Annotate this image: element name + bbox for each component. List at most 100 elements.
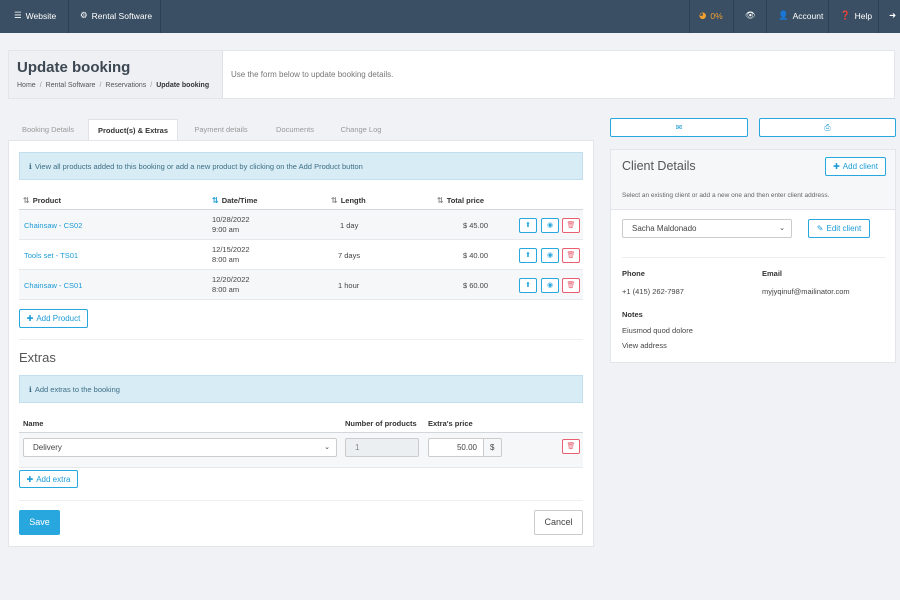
page-title: Update booking bbox=[17, 59, 131, 76]
breadcrumb-separator: / bbox=[150, 82, 153, 89]
add-product-button[interactable]: ✚ Add Product bbox=[19, 309, 88, 328]
plus-icon: ✚ bbox=[26, 314, 34, 323]
client-select[interactable]: Sacha Maldonado ⌄ bbox=[622, 219, 792, 238]
row-date: 10/28/2022 bbox=[212, 215, 250, 224]
client-select-value: Sacha Maldonado bbox=[632, 224, 697, 233]
table-row: Chainsaw - CS01 12/20/2022 8:00 am 1 hou… bbox=[19, 270, 583, 300]
nav-rental-software[interactable]: ⚙ Rental Software bbox=[80, 0, 152, 33]
page-description: Use the form below to update booking det… bbox=[231, 70, 394, 79]
product-link[interactable]: Chainsaw - CS01 bbox=[24, 281, 83, 290]
eye-icon: ◉ bbox=[546, 221, 554, 229]
info-icon: ℹ bbox=[29, 161, 32, 171]
column-product[interactable]: ⇅ Product bbox=[23, 196, 61, 205]
arrow-up-icon: ⬆ bbox=[525, 221, 531, 229]
row-date: 12/15/2022 bbox=[212, 245, 250, 254]
row-price: $ 45.00 bbox=[463, 221, 489, 230]
sort-icon: ⇅ bbox=[23, 196, 30, 205]
row-time: 8:00 am bbox=[212, 255, 240, 264]
client-details-subtitle: Select an existing client or add a new o… bbox=[622, 192, 830, 199]
column-extra-name: Name bbox=[23, 419, 44, 428]
nav-rental-software-label: Rental Software bbox=[91, 11, 153, 21]
edit-client-label: Edit client bbox=[826, 224, 862, 233]
gear-icon: ⚙ bbox=[80, 11, 88, 21]
extra-name-select[interactable]: Delivery ⌄ bbox=[23, 438, 337, 457]
products-info-alert: ℹ View all products added to this bookin… bbox=[19, 152, 583, 180]
column-total-price[interactable]: ⇅ Total price bbox=[437, 196, 484, 205]
extras-header-divider bbox=[19, 432, 583, 433]
table-row: Chainsaw - CS02 10/28/2022 9:00 am 1 day… bbox=[19, 210, 583, 240]
nav-website-label: Website bbox=[25, 11, 57, 21]
nav-help[interactable]: ❓ Help bbox=[840, 0, 872, 33]
extras-row: Delivery ⌄ 1 50.00 $ 🗑 bbox=[19, 433, 583, 468]
trash-icon: 🗑 bbox=[566, 442, 576, 450]
nav-progress-value: 0% bbox=[710, 11, 723, 21]
product-link[interactable]: Tools set - TS01 bbox=[24, 251, 79, 260]
add-extra-button[interactable]: ✚ Add extra bbox=[19, 470, 78, 488]
column-extra-price: Extra's price bbox=[428, 419, 473, 428]
delete-button[interactable]: 🗑 bbox=[562, 248, 580, 263]
move-up-button[interactable]: ⬆ bbox=[519, 278, 537, 293]
nav-view[interactable]: 👁 bbox=[745, 0, 756, 33]
nav-logout[interactable]: ➜ bbox=[889, 0, 896, 33]
nav-separator bbox=[878, 0, 879, 33]
view-address-link[interactable]: View address bbox=[622, 341, 667, 350]
move-up-button[interactable]: ⬆ bbox=[519, 218, 537, 233]
products-info-text: View all products added to this booking … bbox=[34, 161, 363, 171]
delete-extra-button[interactable]: 🗑 bbox=[562, 439, 580, 454]
breadcrumb-reservations[interactable]: Reservations bbox=[105, 82, 147, 89]
add-extra-label: Add extra bbox=[36, 474, 71, 484]
user-icon: 👤 bbox=[778, 11, 789, 21]
help-icon: ❓ bbox=[840, 11, 851, 21]
cancel-button[interactable]: Cancel bbox=[534, 510, 583, 535]
breadcrumb: Home / Rental Software / Reservations / … bbox=[17, 82, 209, 89]
envelope-icon: ✉ bbox=[675, 123, 683, 132]
move-up-button[interactable]: ⬆ bbox=[519, 248, 537, 263]
nav-separator bbox=[828, 0, 829, 33]
delete-button[interactable]: 🗑 bbox=[562, 278, 580, 293]
nav-separator bbox=[689, 0, 690, 33]
row-price: $ 40.00 bbox=[463, 251, 489, 260]
extra-name-value: Delivery bbox=[33, 443, 62, 452]
view-button[interactable]: ◉ bbox=[541, 218, 559, 233]
breadcrumb-separator: / bbox=[99, 82, 102, 89]
notes-value: Eiusmod quod dolore bbox=[622, 326, 693, 335]
breadcrumb-current: Update booking bbox=[156, 82, 210, 89]
top-navbar: ☰ Website ⚙ Rental Software ◕ 0% 👁 👤 Acc… bbox=[0, 0, 900, 33]
nav-progress[interactable]: ◕ 0% bbox=[699, 0, 723, 33]
list-icon: ☰ bbox=[14, 11, 22, 21]
column-length[interactable]: ⇅ Length bbox=[331, 196, 366, 205]
row-time: 8:00 am bbox=[212, 285, 240, 294]
phone-label: Phone bbox=[622, 269, 645, 278]
plus-icon: ✚ bbox=[833, 162, 840, 171]
add-client-button[interactable]: ✚ Add client bbox=[825, 157, 886, 176]
nav-website[interactable]: ☰ Website bbox=[14, 0, 56, 33]
print-button[interactable]: ⎙ bbox=[759, 118, 896, 137]
tab-booking-details[interactable]: Booking Details bbox=[21, 125, 75, 134]
breadcrumb-rental-software[interactable]: Rental Software bbox=[45, 82, 96, 89]
email-label: Email bbox=[762, 269, 783, 278]
tab-payment-details[interactable]: Payment details bbox=[194, 125, 248, 134]
extra-price-input[interactable]: 50.00 bbox=[428, 438, 484, 457]
tab-change-log[interactable]: Change Log bbox=[340, 125, 382, 134]
nav-account[interactable]: 👤 Account bbox=[778, 0, 823, 33]
tab-products-extras[interactable]: Product(s) & Extras bbox=[88, 119, 178, 140]
tab-documents[interactable]: Documents bbox=[276, 125, 314, 134]
sort-icon: ⇅ bbox=[437, 196, 444, 205]
row-time: 9:00 am bbox=[212, 225, 240, 234]
breadcrumb-home[interactable]: Home bbox=[17, 82, 36, 89]
trash-icon: 🗑 bbox=[566, 251, 576, 259]
save-button[interactable]: Save bbox=[19, 510, 60, 535]
delete-button[interactable]: 🗑 bbox=[562, 218, 580, 233]
product-link[interactable]: Chainsaw - CS02 bbox=[24, 221, 83, 230]
client-details-panel: Client Details ✚ Add client Select an ex… bbox=[610, 149, 896, 363]
column-total-price-label: Total price bbox=[446, 196, 485, 205]
client-details-header: Client Details ✚ Add client Select an ex… bbox=[611, 150, 895, 210]
products-panel: ℹ View all products added to this bookin… bbox=[8, 140, 594, 547]
view-button[interactable]: ◉ bbox=[541, 278, 559, 293]
edit-client-button[interactable]: ✎ Edit client bbox=[808, 219, 870, 238]
row-price: $ 60.00 bbox=[463, 281, 489, 290]
view-button[interactable]: ◉ bbox=[541, 248, 559, 263]
email-button[interactable]: ✉ bbox=[610, 118, 748, 137]
nav-help-label: Help bbox=[854, 11, 873, 21]
column-date-time[interactable]: ⇅ Date/Time bbox=[212, 196, 257, 205]
